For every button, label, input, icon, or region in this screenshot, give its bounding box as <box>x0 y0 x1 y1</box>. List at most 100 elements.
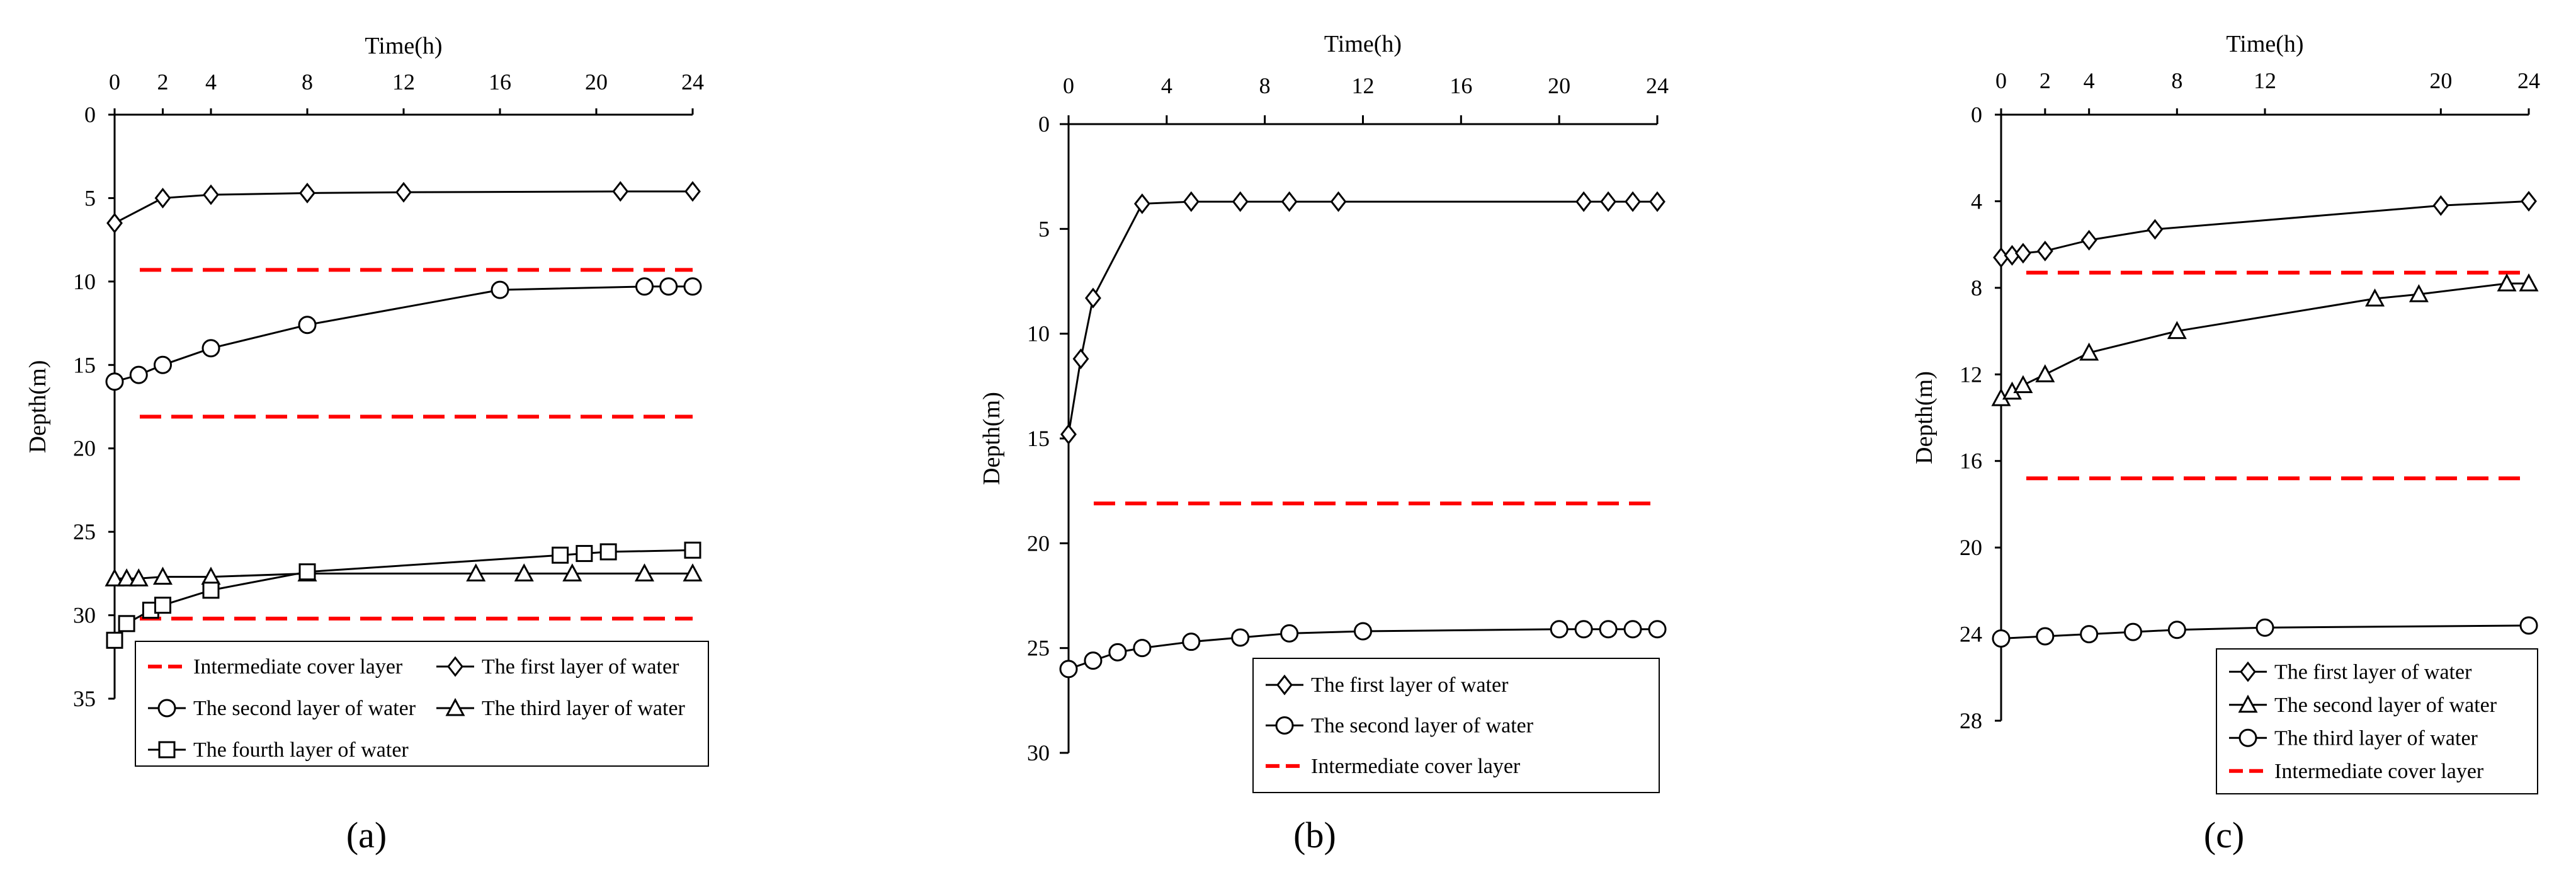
legend-label: The fourth layer of water <box>193 738 409 762</box>
y-tick-label: 10 <box>73 269 96 294</box>
data-point <box>1232 191 1249 212</box>
legend: The first layer of water The second layer… <box>2216 648 2538 794</box>
data-point <box>491 280 509 299</box>
data-point <box>2497 273 2517 292</box>
x-tick-label: 20 <box>1548 73 1570 98</box>
x-tick-label: 2 <box>157 69 169 94</box>
y-tick-label: 25 <box>73 519 96 544</box>
legend-symbol <box>2229 694 2267 713</box>
data-point <box>1133 639 1152 658</box>
y-tick-label: 0 <box>84 102 96 127</box>
data-point <box>514 563 534 581</box>
legend-marker <box>2238 694 2258 713</box>
data-point <box>684 181 701 202</box>
data-point <box>635 277 654 296</box>
data-point <box>2521 191 2537 212</box>
series-line <box>115 572 693 580</box>
data-point <box>2015 243 2031 264</box>
data-point <box>2036 627 2055 646</box>
data-point <box>683 563 703 581</box>
legend-symbol <box>1266 674 1303 696</box>
series-line <box>2000 282 2529 399</box>
data-point <box>2365 288 2385 307</box>
data-point <box>2432 195 2449 216</box>
x-tick-label: 8 <box>302 69 313 94</box>
data-point <box>201 339 220 358</box>
data-point <box>2079 342 2099 361</box>
y-tick-label: 25 <box>1027 636 1050 661</box>
x-tick-label: 8 <box>2171 68 2182 93</box>
legend-label: The first layer of water <box>2274 660 2472 684</box>
data-point <box>202 581 220 599</box>
data-point <box>2409 284 2429 302</box>
data-point <box>683 277 702 296</box>
legend-box <box>135 641 709 767</box>
data-point <box>203 184 219 205</box>
y-tick-label: 15 <box>1027 426 1050 451</box>
data-point <box>154 188 171 209</box>
y-tick-label: 24 <box>1960 622 1982 647</box>
legend-symbol <box>436 697 474 716</box>
x-tick-label: 4 <box>2084 68 2095 93</box>
data-point <box>1575 191 1592 212</box>
chart-panel-a: 0 2 4 8 12 16 20 2405101520253035Time(h)Depth(m… <box>25 33 709 856</box>
x-tick-label: 0 <box>1063 73 1074 98</box>
y-axis-title: Depth(m) <box>979 392 1005 485</box>
legend-label: The first layer of water <box>1311 673 1509 697</box>
data-point <box>552 546 569 564</box>
x-axis-title: Time(h) <box>365 33 442 59</box>
x-tick-label: 4 <box>205 69 217 94</box>
data-point <box>1084 651 1103 670</box>
legend-marker <box>447 656 463 677</box>
legend-label: Intermediate cover layer <box>1311 755 1521 778</box>
data-point <box>1182 633 1201 651</box>
legend-marker <box>445 697 465 716</box>
data-point <box>2519 273 2539 292</box>
y-tick-label: 30 <box>73 603 96 628</box>
data-point <box>105 372 124 391</box>
data-point <box>612 181 629 202</box>
x-axis-title: Time(h) <box>2226 31 2303 57</box>
legend-label: The second layer of water <box>1311 714 1534 738</box>
legend-marker <box>1276 674 1293 696</box>
x-tick-label: 24 <box>2517 68 2540 93</box>
data-point <box>1992 629 2011 648</box>
legend-label: The third layer of water <box>482 697 686 720</box>
legend: Intermediate cover layer The first layer … <box>135 641 709 767</box>
legend-box <box>2216 648 2538 794</box>
x-tick-label: 12 <box>392 69 415 94</box>
data-point <box>154 355 172 374</box>
data-point <box>1330 191 1347 212</box>
data-point <box>298 316 317 335</box>
data-point <box>1354 622 1372 641</box>
data-point <box>684 541 701 559</box>
data-point <box>466 563 486 581</box>
data-point <box>2080 229 2097 251</box>
x-tick-label: 20 <box>2429 68 2452 93</box>
y-tick-label: 28 <box>1960 708 1982 733</box>
data-point <box>2147 219 2164 240</box>
data-point <box>2080 625 2099 644</box>
data-point <box>1625 191 1641 212</box>
data-point <box>106 631 123 649</box>
data-point <box>1059 660 1078 679</box>
x-tick-label: 24 <box>1646 73 1669 98</box>
x-tick-label: 12 <box>1352 73 1375 98</box>
y-tick-label: 0 <box>1038 112 1050 137</box>
legend-marker <box>2238 728 2257 747</box>
legend-label: The third layer of water <box>2274 726 2478 750</box>
legend-symbol <box>2229 728 2267 747</box>
y-tick-label: 4 <box>1971 188 1982 214</box>
data-point <box>599 543 617 561</box>
y-tick-label: 5 <box>1038 216 1050 241</box>
data-point <box>1649 191 1665 212</box>
data-point <box>2013 375 2033 393</box>
panel-label: (a) <box>346 815 387 856</box>
legend-label: Intermediate cover layer <box>2274 760 2484 783</box>
data-point <box>1108 643 1127 662</box>
x-tick-label: 12 <box>2254 68 2276 93</box>
x-tick-label: 24 <box>681 69 704 94</box>
data-point <box>2519 616 2538 635</box>
chart-panel-c: 0 2 4 8 12 20 240481216202428Time(h)Depth(m)Th… <box>1911 31 2540 856</box>
data-point <box>576 545 593 563</box>
